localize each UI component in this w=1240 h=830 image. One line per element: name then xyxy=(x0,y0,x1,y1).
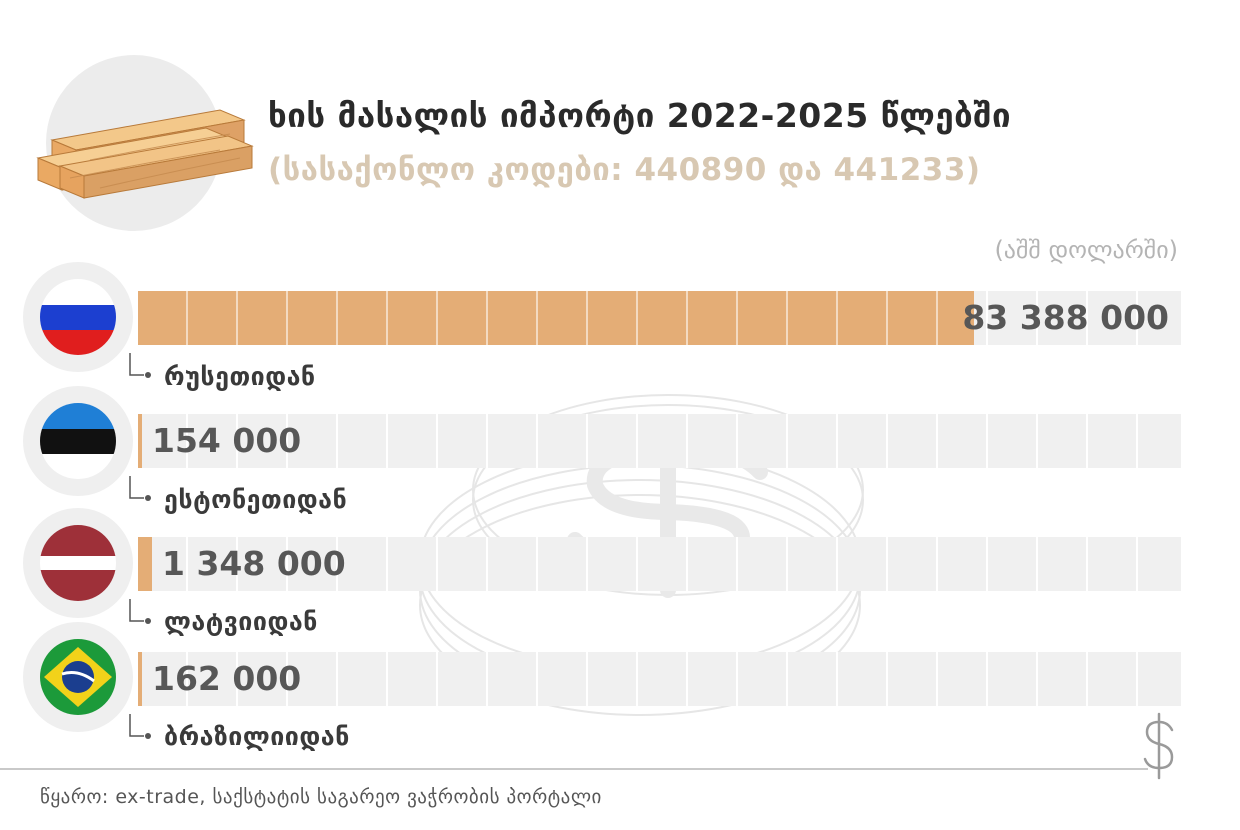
dollar-sign-icon xyxy=(1143,712,1174,780)
bar xyxy=(138,291,974,345)
connector-icon xyxy=(129,476,151,501)
chart-subtitle: (სასაქონლო კოდები: 440890 და 441233) xyxy=(268,152,981,188)
country-label-russia: რუსეთიდან xyxy=(164,362,316,391)
bar-value-label: 83 388 000 xyxy=(962,298,1169,337)
chart-title: ხის მასალის იმპორტი 2022-2025 წლებში xyxy=(268,96,1012,135)
flag-badge-russia xyxy=(23,262,133,372)
bar xyxy=(138,652,142,706)
bar-value-label: 154 000 xyxy=(152,421,302,460)
flag-badge-estonia xyxy=(23,386,133,496)
bar xyxy=(138,537,152,591)
flag-badge-brazil xyxy=(23,622,133,732)
flag-badge-latvia xyxy=(23,508,133,618)
source-note: წყარო: ex-trade, საქსტატის საგარეო ვაჭრო… xyxy=(40,786,602,808)
connector-icon xyxy=(129,353,151,378)
country-label-estonia: ესტონეთიდან xyxy=(164,485,348,514)
estonia-flag xyxy=(40,403,116,479)
latvia-flag xyxy=(40,525,116,601)
country-label-brazil: ბრაზილიიდან xyxy=(164,722,350,751)
country-label-latvia: ლატვიიდან xyxy=(164,607,318,636)
baseline-divider xyxy=(0,768,1148,770)
brazil-flag xyxy=(40,639,116,715)
bar xyxy=(138,414,142,468)
bar-track-latvia: 1 348 000 xyxy=(138,537,1181,591)
timber-logs-icon xyxy=(36,109,254,199)
bar-value-label: 162 000 xyxy=(152,659,302,698)
russia-flag xyxy=(40,279,116,355)
bar-track-russia: 83 388 000 xyxy=(138,291,1181,345)
bar-value-label: 1 348 000 xyxy=(162,544,346,583)
unit-label: (აშშ დოლარში) xyxy=(994,236,1178,264)
bar-track-brazil: 162 000 xyxy=(138,652,1181,706)
connector-icon xyxy=(129,599,151,624)
connector-icon xyxy=(129,714,151,739)
bar-track-estonia: 154 000 xyxy=(138,414,1181,468)
